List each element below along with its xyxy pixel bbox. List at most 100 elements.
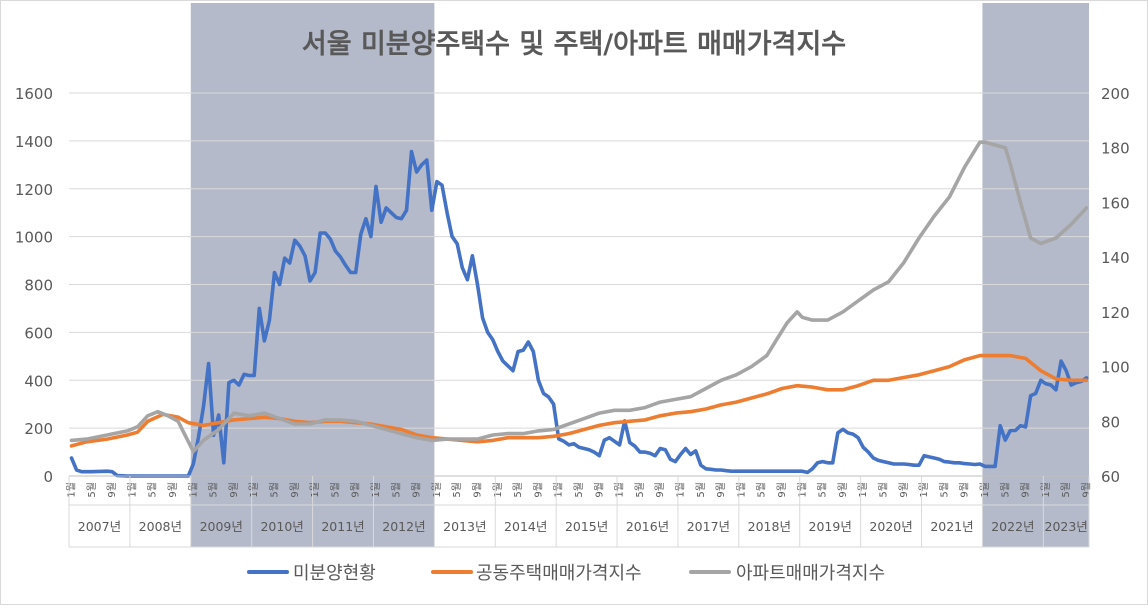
month-tick-label: 1월 [431, 482, 443, 498]
year-label: 2011년 [321, 519, 364, 534]
series-lines [69, 140, 1089, 478]
month-tick-label: 1월 [735, 482, 747, 498]
month-tick-label: 1월 [979, 482, 991, 498]
right-axis-tick-label: 140 [1101, 249, 1130, 267]
month-tick-label: 5월 [512, 482, 524, 498]
month-tick-label: 9월 [289, 482, 301, 498]
left-axis-tick-label: 1600 [15, 85, 53, 103]
right-axis-tick-label: 100 [1101, 359, 1130, 377]
month-tick-label: 9월 [167, 482, 179, 498]
series-line-3 [69, 140, 1089, 454]
right-axis-tick-label: 160 [1101, 194, 1130, 212]
month-tick-label: 5월 [999, 482, 1011, 498]
left-axis-tick-label: 1200 [15, 181, 53, 199]
year-label: 2019년 [809, 519, 852, 534]
month-tick-label: 1월 [857, 482, 869, 498]
month-tick-label: 5월 [208, 482, 220, 498]
year-label: 2008년 [139, 519, 182, 534]
year-label: 2023년 [1045, 519, 1088, 534]
month-tick-label: 1월 [66, 482, 78, 498]
month-tick-label: 1월 [553, 482, 565, 498]
left-axis-tick-label: 400 [24, 372, 53, 390]
month-tick-label: 9월 [411, 482, 423, 498]
left-axis-tick-label: 1400 [15, 133, 53, 151]
month-tick-label: 5월 [451, 482, 463, 498]
month-tick-label: 1월 [126, 482, 138, 498]
month-tick-label: 1월 [1040, 482, 1052, 498]
right-axis-tick-label: 200 [1101, 85, 1130, 103]
month-tick-label: 5월 [634, 482, 646, 498]
left-axis-tick-label: 800 [24, 277, 53, 295]
legend-label-2: 공동주택매매가격지수 [476, 563, 642, 584]
axes: 0 200 400 600 800 1000 1200 1400 1600 60 80 100 120 1… [15, 85, 1130, 548]
month-tick-label: 5월 [269, 482, 281, 498]
right-axis-tick-label: 80 [1101, 413, 1120, 431]
legend-label-3: 아파트매매가격지수 [736, 563, 885, 584]
year-label: 2012년 [382, 519, 425, 534]
year-label: 2017년 [687, 519, 730, 534]
month-tick-label: 1월 [370, 482, 382, 498]
year-label: 2013년 [443, 519, 486, 534]
month-tick-label: 1월 [918, 482, 930, 498]
month-tick-label: 5월 [938, 482, 950, 498]
month-tick-label: 9월 [898, 482, 910, 498]
month-tick-label: 5월 [86, 482, 98, 498]
month-tick-label: 1월 [187, 482, 199, 498]
month-tick-label: 5월 [817, 482, 829, 498]
month-tick-label: 5월 [390, 482, 402, 498]
year-label: 2014년 [504, 519, 547, 534]
month-tick-label: 9월 [532, 482, 544, 498]
month-tick-label: 5월 [1060, 482, 1072, 498]
month-tick-label: 1월 [248, 482, 260, 498]
year-label: 2020년 [869, 519, 912, 534]
month-tick-label: 1월 [614, 482, 626, 498]
year-label: 2010년 [260, 519, 303, 534]
recession-shading [190, 3, 1089, 547]
month-tick-label: 1월 [674, 482, 686, 498]
year-label: 2018년 [748, 519, 791, 534]
month-tick-label: 5월 [573, 482, 585, 498]
month-tick-label: 5월 [756, 482, 768, 498]
year-label: 2009년 [200, 519, 243, 534]
month-tick-label: 1월 [796, 482, 808, 498]
chart-title: 서울 미분양주택수 및 주택/아파트 매매가격지수 [302, 29, 846, 60]
year-label: 2015년 [565, 519, 608, 534]
year-label: 2022년 [991, 519, 1034, 534]
right-axis-tick-label: 60 [1101, 468, 1120, 486]
month-tick-label: 9월 [106, 482, 118, 498]
shaded-period-2 [982, 3, 1089, 547]
legend-label-1: 미분양현황 [293, 563, 376, 584]
month-tick-label: 9월 [654, 482, 666, 498]
month-tick-label: 5월 [329, 482, 341, 498]
month-tick-label: 9월 [593, 482, 605, 498]
legend: 미분양현황 공동주택매매가격지수 아파트매매가격지수 [247, 563, 885, 584]
gridlines [69, 92, 1089, 429]
series-line-1 [69, 149, 1089, 478]
month-tick-label: 9월 [1080, 482, 1092, 498]
month-tick-label: 9월 [959, 482, 971, 498]
left-axis-tick-label: 200 [24, 420, 53, 438]
month-tick-label: 9월 [837, 482, 849, 498]
month-tick-label: 9월 [472, 482, 484, 498]
month-tick-label: 9월 [228, 482, 240, 498]
month-tick-label: 9월 [350, 482, 362, 498]
right-axis-tick-label: 120 [1101, 304, 1130, 322]
year-label: 2016년 [626, 519, 669, 534]
month-tick-label: 1월 [492, 482, 504, 498]
month-tick-label: 9월 [776, 482, 788, 498]
left-axis-tick-label: 0 [43, 468, 53, 486]
year-label: 2021년 [930, 519, 973, 534]
month-tick-label: 5월 [147, 482, 159, 498]
month-tick-label: 9월 [1020, 482, 1032, 498]
left-axis-tick-label: 600 [24, 324, 53, 342]
right-axis-tick-label: 180 [1101, 140, 1130, 158]
year-label: 2007년 [78, 519, 121, 534]
month-tick-label: 1월 [309, 482, 321, 498]
month-tick-label: 5월 [695, 482, 707, 498]
left-axis-tick-label: 1000 [15, 229, 53, 247]
month-tick-label: 5월 [877, 482, 889, 498]
month-tick-label: 9월 [715, 482, 727, 498]
series-line-2 [69, 353, 1089, 448]
